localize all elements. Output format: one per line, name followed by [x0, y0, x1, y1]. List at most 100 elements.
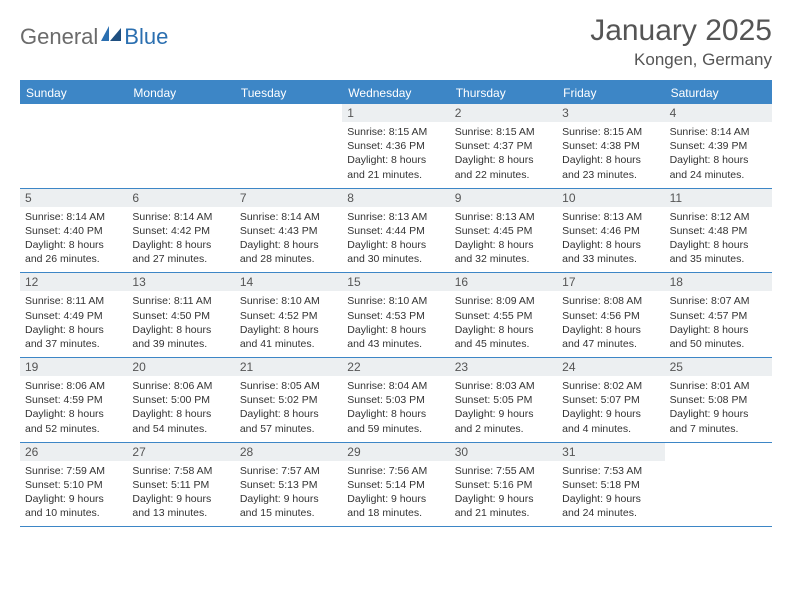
day-number: 15 — [342, 273, 449, 291]
day-number: 5 — [20, 189, 127, 207]
calendar-day: 28Sunrise: 7:57 AMSunset: 5:13 PMDayligh… — [235, 443, 342, 527]
calendar-week: 5Sunrise: 8:14 AMSunset: 4:40 PMDaylight… — [20, 189, 772, 274]
daylight-line: Daylight: 8 hours and 28 minutes. — [240, 238, 337, 266]
daylight-line: Daylight: 9 hours and 7 minutes. — [670, 407, 767, 435]
sunset-line: Sunset: 4:36 PM — [347, 139, 444, 153]
calendar-day: 15Sunrise: 8:10 AMSunset: 4:53 PMDayligh… — [342, 273, 449, 357]
sunset-line: Sunset: 4:37 PM — [455, 139, 552, 153]
sunrise-line: Sunrise: 8:10 AM — [240, 294, 337, 308]
sunset-line: Sunset: 5:00 PM — [132, 393, 229, 407]
day-number: 17 — [557, 273, 664, 291]
day-number: 30 — [450, 443, 557, 461]
calendar-day: 2Sunrise: 8:15 AMSunset: 4:37 PMDaylight… — [450, 104, 557, 188]
daylight-line: Daylight: 8 hours and 57 minutes. — [240, 407, 337, 435]
day-number: 6 — [127, 189, 234, 207]
calendar-day: 25Sunrise: 8:01 AMSunset: 5:08 PMDayligh… — [665, 358, 772, 442]
calendar-day: 13Sunrise: 8:11 AMSunset: 4:50 PMDayligh… — [127, 273, 234, 357]
sunrise-line: Sunrise: 8:15 AM — [562, 125, 659, 139]
daylight-line: Daylight: 9 hours and 24 minutes. — [562, 492, 659, 520]
calendar-day: 29Sunrise: 7:56 AMSunset: 5:14 PMDayligh… — [342, 443, 449, 527]
day-number: 20 — [127, 358, 234, 376]
sunrise-line: Sunrise: 8:11 AM — [132, 294, 229, 308]
daylight-line: Daylight: 8 hours and 54 minutes. — [132, 407, 229, 435]
calendar-day: 6Sunrise: 8:14 AMSunset: 4:42 PMDaylight… — [127, 189, 234, 273]
sunrise-line: Sunrise: 8:10 AM — [347, 294, 444, 308]
sunrise-line: Sunrise: 8:07 AM — [670, 294, 767, 308]
daylight-line: Daylight: 9 hours and 15 minutes. — [240, 492, 337, 520]
logo: General Blue — [20, 14, 168, 50]
daylight-line: Daylight: 9 hours and 2 minutes. — [455, 407, 552, 435]
calendar-day: 12Sunrise: 8:11 AMSunset: 4:49 PMDayligh… — [20, 273, 127, 357]
calendar-day: 14Sunrise: 8:10 AMSunset: 4:52 PMDayligh… — [235, 273, 342, 357]
calendar-empty-cell — [665, 443, 772, 527]
day-number: 18 — [665, 273, 772, 291]
calendar-week: 19Sunrise: 8:06 AMSunset: 4:59 PMDayligh… — [20, 358, 772, 443]
calendar-day: 5Sunrise: 8:14 AMSunset: 4:40 PMDaylight… — [20, 189, 127, 273]
calendar-day: 24Sunrise: 8:02 AMSunset: 5:07 PMDayligh… — [557, 358, 664, 442]
calendar-day: 4Sunrise: 8:14 AMSunset: 4:39 PMDaylight… — [665, 104, 772, 188]
sunrise-line: Sunrise: 7:59 AM — [25, 464, 122, 478]
daylight-line: Daylight: 8 hours and 39 minutes. — [132, 323, 229, 351]
daylight-line: Daylight: 8 hours and 35 minutes. — [670, 238, 767, 266]
daylight-line: Daylight: 9 hours and 18 minutes. — [347, 492, 444, 520]
calendar-day: 1Sunrise: 8:15 AMSunset: 4:36 PMDaylight… — [342, 104, 449, 188]
sunrise-line: Sunrise: 8:15 AM — [455, 125, 552, 139]
sunrise-line: Sunrise: 8:08 AM — [562, 294, 659, 308]
calendar-empty-cell — [127, 104, 234, 188]
logo-text-general: General — [20, 24, 98, 50]
sunrise-line: Sunrise: 8:03 AM — [455, 379, 552, 393]
calendar-day: 21Sunrise: 8:05 AMSunset: 5:02 PMDayligh… — [235, 358, 342, 442]
dow-label: Monday — [127, 82, 234, 104]
sunset-line: Sunset: 4:43 PM — [240, 224, 337, 238]
sunset-line: Sunset: 4:39 PM — [670, 139, 767, 153]
daylight-line: Daylight: 9 hours and 21 minutes. — [455, 492, 552, 520]
daylight-line: Daylight: 8 hours and 30 minutes. — [347, 238, 444, 266]
sunrise-line: Sunrise: 8:14 AM — [240, 210, 337, 224]
calendar-day: 22Sunrise: 8:04 AMSunset: 5:03 PMDayligh… — [342, 358, 449, 442]
sunrise-line: Sunrise: 8:13 AM — [347, 210, 444, 224]
day-number: 16 — [450, 273, 557, 291]
calendar-day: 18Sunrise: 8:07 AMSunset: 4:57 PMDayligh… — [665, 273, 772, 357]
day-number: 11 — [665, 189, 772, 207]
calendar-day: 26Sunrise: 7:59 AMSunset: 5:10 PMDayligh… — [20, 443, 127, 527]
sunrise-line: Sunrise: 7:57 AM — [240, 464, 337, 478]
day-number: 26 — [20, 443, 127, 461]
sunset-line: Sunset: 5:03 PM — [347, 393, 444, 407]
day-number: 10 — [557, 189, 664, 207]
daylight-line: Daylight: 8 hours and 33 minutes. — [562, 238, 659, 266]
day-number: 13 — [127, 273, 234, 291]
day-number: 28 — [235, 443, 342, 461]
calendar-week: 12Sunrise: 8:11 AMSunset: 4:49 PMDayligh… — [20, 273, 772, 358]
calendar-day: 11Sunrise: 8:12 AMSunset: 4:48 PMDayligh… — [665, 189, 772, 273]
sunset-line: Sunset: 5:08 PM — [670, 393, 767, 407]
sunrise-line: Sunrise: 8:05 AM — [240, 379, 337, 393]
sunset-line: Sunset: 5:07 PM — [562, 393, 659, 407]
calendar-day: 8Sunrise: 8:13 AMSunset: 4:44 PMDaylight… — [342, 189, 449, 273]
sunset-line: Sunset: 4:49 PM — [25, 309, 122, 323]
daylight-line: Daylight: 8 hours and 24 minutes. — [670, 153, 767, 181]
calendar: SundayMondayTuesdayWednesdayThursdayFrid… — [20, 80, 772, 527]
header: General Blue January 2025 Kongen, German… — [20, 14, 772, 70]
daylight-line: Daylight: 8 hours and 41 minutes. — [240, 323, 337, 351]
sunrise-line: Sunrise: 8:06 AM — [25, 379, 122, 393]
daylight-line: Daylight: 8 hours and 50 minutes. — [670, 323, 767, 351]
sunset-line: Sunset: 4:48 PM — [670, 224, 767, 238]
calendar-day: 19Sunrise: 8:06 AMSunset: 4:59 PMDayligh… — [20, 358, 127, 442]
sunrise-line: Sunrise: 7:53 AM — [562, 464, 659, 478]
day-of-week-header: SundayMondayTuesdayWednesdayThursdayFrid… — [20, 82, 772, 104]
sunrise-line: Sunrise: 7:56 AM — [347, 464, 444, 478]
location-subtitle: Kongen, Germany — [590, 50, 772, 70]
calendar-day: 9Sunrise: 8:13 AMSunset: 4:45 PMDaylight… — [450, 189, 557, 273]
day-number: 4 — [665, 104, 772, 122]
daylight-line: Daylight: 8 hours and 45 minutes. — [455, 323, 552, 351]
day-number: 3 — [557, 104, 664, 122]
day-number: 7 — [235, 189, 342, 207]
sunset-line: Sunset: 4:59 PM — [25, 393, 122, 407]
calendar-day: 20Sunrise: 8:06 AMSunset: 5:00 PMDayligh… — [127, 358, 234, 442]
day-number: 23 — [450, 358, 557, 376]
calendar-week: 26Sunrise: 7:59 AMSunset: 5:10 PMDayligh… — [20, 443, 772, 528]
sunset-line: Sunset: 4:53 PM — [347, 309, 444, 323]
daylight-line: Daylight: 8 hours and 59 minutes. — [347, 407, 444, 435]
sunset-line: Sunset: 5:02 PM — [240, 393, 337, 407]
day-number: 22 — [342, 358, 449, 376]
